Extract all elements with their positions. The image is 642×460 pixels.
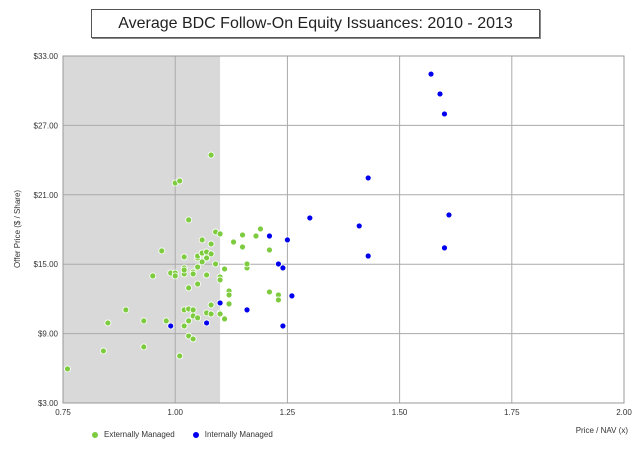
data-point <box>198 258 206 266</box>
data-point <box>441 110 448 118</box>
data-point <box>279 264 287 272</box>
x-tick-label: 2.00 <box>616 408 632 417</box>
green-dot-icon <box>92 431 98 438</box>
data-point <box>99 347 107 355</box>
data-point <box>355 222 363 230</box>
data-point <box>266 232 273 240</box>
data-point <box>216 230 224 238</box>
data-point <box>149 272 157 280</box>
data-point <box>216 299 224 307</box>
y-tick-label: $15.00 <box>34 260 59 269</box>
data-point <box>275 260 282 268</box>
legend-label: Externally Managed <box>104 430 175 439</box>
data-point <box>266 288 273 296</box>
data-point <box>207 301 215 309</box>
data-point <box>185 216 193 224</box>
data-point <box>216 310 224 318</box>
data-point <box>216 276 224 284</box>
data-point <box>225 291 233 299</box>
data-point <box>176 177 184 185</box>
y-tick-label: $3.00 <box>38 399 59 408</box>
y-axis-label: Offer Price ($ / Share) <box>13 190 22 268</box>
data-point <box>189 306 197 314</box>
y-tick-label: $33.00 <box>34 52 59 61</box>
data-point <box>243 306 251 314</box>
y-tick-label: $27.00 <box>34 121 59 130</box>
data-point <box>194 314 202 322</box>
legend: Externally Managed Internally Managed <box>92 430 273 439</box>
data-point <box>266 246 273 254</box>
shaded-region <box>63 56 221 403</box>
legend-item-internally-managed: Internally Managed <box>192 430 273 439</box>
data-point <box>225 300 233 308</box>
data-point <box>288 292 296 300</box>
data-point <box>221 265 228 273</box>
data-point <box>207 240 215 248</box>
data-point <box>176 352 184 360</box>
data-point <box>185 284 193 292</box>
data-point <box>257 225 264 233</box>
data-point <box>64 365 71 373</box>
data-point <box>189 270 197 278</box>
data-point <box>180 253 188 261</box>
data-point <box>283 236 291 244</box>
data-point <box>189 335 197 343</box>
data-point <box>104 319 112 327</box>
data-point <box>171 272 179 280</box>
data-point <box>239 231 246 239</box>
data-point <box>180 322 188 330</box>
y-tick-label: $9.00 <box>38 330 59 339</box>
data-point <box>207 250 215 258</box>
data-point <box>140 317 148 325</box>
data-point <box>140 343 148 351</box>
data-point <box>194 280 202 288</box>
data-point <box>275 296 282 304</box>
chart-title: Average BDC Follow-On Equity Issuances: … <box>91 9 540 38</box>
plot-border <box>62 55 625 404</box>
data-point <box>221 315 228 323</box>
data-point <box>436 90 444 98</box>
blue-dot-icon <box>192 431 199 438</box>
data-point <box>445 211 453 219</box>
x-axis-label: Price / NAV (x) <box>576 426 629 435</box>
x-tick-label: 1.25 <box>280 408 296 417</box>
data-point <box>203 254 211 262</box>
x-tick-label: 0.75 <box>55 408 71 417</box>
data-point <box>230 238 237 246</box>
data-point <box>364 252 372 260</box>
data-point <box>180 266 188 274</box>
data-point <box>167 322 175 330</box>
data-point <box>158 247 166 255</box>
data-point <box>239 243 246 251</box>
x-tick-label: 1.50 <box>392 408 408 417</box>
data-point <box>198 236 206 244</box>
data-point <box>122 306 130 314</box>
data-point <box>207 310 215 318</box>
data-point <box>212 260 219 268</box>
data-point <box>427 70 435 78</box>
data-point <box>364 174 372 182</box>
y-tick-label: $21.00 <box>34 191 59 200</box>
x-tick-label: 1.00 <box>167 408 183 417</box>
data-point <box>185 317 193 325</box>
data-point <box>441 244 448 252</box>
x-tick-label: 1.75 <box>504 408 520 417</box>
legend-label: Internally Managed <box>204 430 273 439</box>
data-point <box>162 317 170 325</box>
data-point <box>279 322 287 330</box>
data-point <box>306 214 314 222</box>
data-point <box>207 151 215 159</box>
data-point <box>203 271 211 279</box>
legend-item-externally-managed: Externally Managed <box>92 430 175 439</box>
data-point <box>243 260 251 268</box>
data-point <box>203 319 211 327</box>
data-point <box>194 263 202 271</box>
data-point <box>252 232 260 240</box>
